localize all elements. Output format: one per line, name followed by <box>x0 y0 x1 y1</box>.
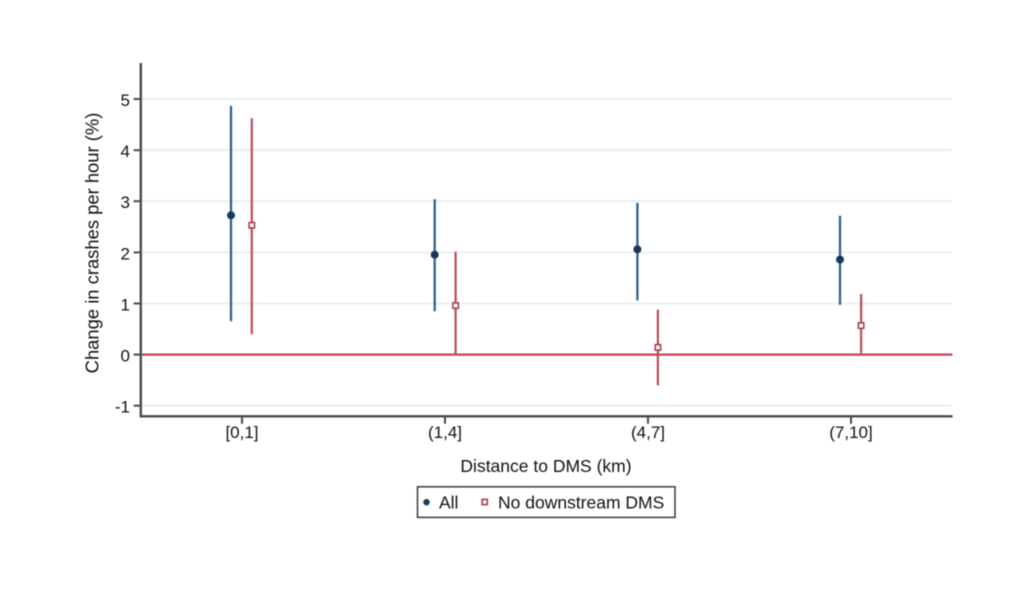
svg-text:5: 5 <box>121 91 130 110</box>
svg-text:1: 1 <box>121 295 130 314</box>
svg-text:0: 0 <box>121 347 130 366</box>
svg-text:4: 4 <box>121 142 130 161</box>
svg-text:Change in crashes per hour (%): Change in crashes per hour (%) <box>82 113 103 374</box>
svg-text:Distance to DMS (km): Distance to DMS (km) <box>460 456 631 476</box>
svg-text:(7,10]: (7,10] <box>829 423 872 442</box>
svg-text:No downstream DMS: No downstream DMS <box>498 492 664 512</box>
svg-text:3: 3 <box>121 193 130 212</box>
svg-text:[0,1]: [0,1] <box>225 423 258 442</box>
svg-text:(1,4]: (1,4] <box>428 423 462 442</box>
svg-text:(4,7]: (4,7] <box>631 423 665 442</box>
svg-text:2: 2 <box>121 244 130 263</box>
svg-text:-1: -1 <box>115 398 130 417</box>
svg-text:All: All <box>439 492 458 512</box>
